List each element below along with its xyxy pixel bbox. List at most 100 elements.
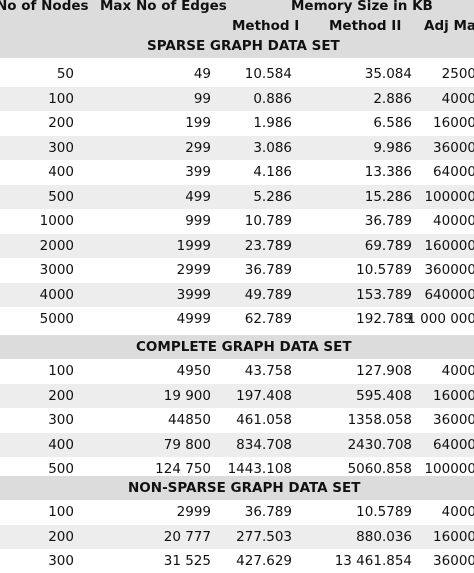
table-row: 100 99 0.886 2.886 4000 — [0, 86, 474, 111]
header-nodes: No of Nodes — [0, 0, 89, 14]
table-row: 2000 1999 23.789 69.789 160000 — [0, 233, 474, 258]
cell-edges: 4950 — [176, 363, 211, 379]
cell-nodes: 1000 — [39, 213, 74, 229]
cell-adj: 360000 — [424, 262, 474, 278]
cell-adj: 4000 — [441, 504, 474, 520]
cell-m2: 2430.708 — [347, 436, 412, 453]
cell-adj: 2500 — [441, 66, 474, 82]
cell-m2: 5060.858 — [347, 461, 412, 477]
cell-m1: 1.986 — [253, 115, 292, 131]
cell-edges: 499 — [185, 188, 211, 205]
table-row: 3000 2999 36.789 10.5789 360000 — [0, 258, 474, 282]
cell-edges: 20 777 — [163, 528, 211, 545]
cell-m2: 13.386 — [364, 164, 412, 180]
cell-m2: 192.789 — [356, 311, 412, 327]
cell-m1: 5.286 — [253, 188, 292, 205]
cell-nodes: 500 — [48, 188, 74, 205]
section-header-sparse: SPARSE GRAPH DATA SET — [0, 34, 474, 58]
cell-nodes: 50 — [56, 66, 74, 82]
cell-edges: 4999 — [176, 311, 211, 327]
header-max-edges: Max No of Edges — [100, 0, 227, 14]
cell-adj: 64000 — [433, 164, 474, 180]
header-adj-matrix: Adj Mat — [424, 18, 474, 34]
section-title: NON-SPARSE GRAPH DATA SET — [128, 480, 361, 496]
cell-m1: 49.789 — [244, 286, 292, 303]
cell-m2: 10.5789 — [356, 504, 412, 520]
cell-adj: 4000 — [441, 90, 474, 107]
cell-m2: 15.286 — [364, 188, 412, 205]
cell-edges: 399 — [185, 164, 211, 180]
cell-edges: 2999 — [176, 504, 211, 520]
header-method-2: Method II — [329, 18, 402, 34]
cell-adj: 160000 — [424, 237, 474, 254]
cell-adj: 100000 — [424, 461, 474, 477]
cell-m2: 13 461.854 — [334, 553, 412, 569]
cell-adj: 16000 — [433, 115, 474, 131]
cell-adj: 1 000 000 — [407, 311, 474, 327]
cell-edges: 99 — [193, 90, 211, 107]
table-row: 100 2999 36.789 10.5789 4000 — [0, 500, 474, 524]
cell-m1: 461.058 — [236, 412, 292, 428]
cell-nodes: 300 — [48, 139, 74, 156]
cell-m1: 834.708 — [236, 436, 292, 453]
cell-m2: 127.908 — [356, 363, 412, 379]
section-title: COMPLETE GRAPH DATA SET — [136, 339, 352, 355]
cell-nodes: 300 — [48, 553, 74, 569]
table-row: 200 19 900 197.408 595.408 16000 — [0, 383, 474, 408]
table-row: 300 299 3.086 9.986 36000 — [0, 135, 474, 160]
cell-m2: 36.789 — [364, 213, 412, 229]
cell-nodes: 100 — [48, 363, 74, 379]
cell-m1: 36.789 — [244, 262, 292, 278]
cell-nodes: 2000 — [39, 237, 74, 254]
table-row: 500 124 750 1443.108 5060.858 100000 — [0, 457, 474, 481]
cell-nodes: 3000 — [39, 262, 74, 278]
cell-m2: 10.5789 — [356, 262, 412, 278]
cell-m1: 277.503 — [236, 528, 292, 545]
cell-edges: 31 525 — [163, 553, 211, 569]
cell-edges: 3999 — [176, 286, 211, 303]
section-header-non-sparse: NON-SPARSE GRAPH DATA SET — [0, 476, 474, 500]
cell-m1: 62.789 — [244, 311, 292, 327]
cell-adj: 36000 — [433, 412, 474, 428]
cell-nodes: 4000 — [39, 286, 74, 303]
cell-m2: 69.789 — [364, 237, 412, 254]
cell-m2: 6.586 — [373, 115, 412, 131]
table-row: 5000 4999 62.789 192.789 1 000 000 — [0, 307, 474, 331]
cell-m1: 427.629 — [236, 553, 292, 569]
cell-edges: 299 — [185, 139, 211, 156]
cell-edges: 44850 — [168, 412, 211, 428]
table-row: 100 4950 43.758 127.908 4000 — [0, 359, 474, 383]
cell-m1: 3.086 — [253, 139, 292, 156]
cell-m2: 153.789 — [356, 286, 412, 303]
cell-edges: 999 — [185, 213, 211, 229]
cell-m1: 0.886 — [253, 90, 292, 107]
cell-m2: 9.986 — [373, 139, 412, 156]
header-memory-size: Memory Size in KB — [291, 0, 433, 14]
cell-edges: 199 — [185, 115, 211, 131]
table-row: 500 499 5.286 15.286 100000 — [0, 184, 474, 209]
cell-edges: 49 — [193, 66, 211, 82]
header-method-1: Method I — [232, 18, 300, 34]
cell-edges: 2999 — [176, 262, 211, 278]
cell-m2: 35.084 — [364, 66, 412, 82]
cell-adj: 640000 — [424, 286, 474, 303]
cell-edges: 1999 — [176, 237, 211, 254]
cell-m1: 4.186 — [253, 164, 292, 180]
cell-m1: 1443.108 — [227, 461, 292, 477]
table-row: 400 399 4.186 13.386 64000 — [0, 160, 474, 184]
table-row: 400 79 800 834.708 2430.708 64000 — [0, 432, 474, 457]
table-row: 1000 999 10.789 36.789 40000 — [0, 209, 474, 233]
cell-adj: 36000 — [433, 553, 474, 569]
cell-m2: 2.886 — [373, 90, 412, 107]
cell-adj: 16000 — [433, 387, 474, 404]
cell-m1: 10.789 — [244, 213, 292, 229]
cell-m2: 1358.058 — [347, 412, 412, 428]
cell-nodes: 200 — [48, 387, 74, 404]
cell-nodes: 100 — [48, 504, 74, 520]
cell-nodes: 200 — [48, 528, 74, 545]
cell-adj: 40000 — [433, 213, 474, 229]
cell-adj: 16000 — [433, 528, 474, 545]
cell-adj: 100000 — [424, 188, 474, 205]
table-row: 300 44850 461.058 1358.058 36000 — [0, 408, 474, 432]
cell-m1: 36.789 — [244, 504, 292, 520]
